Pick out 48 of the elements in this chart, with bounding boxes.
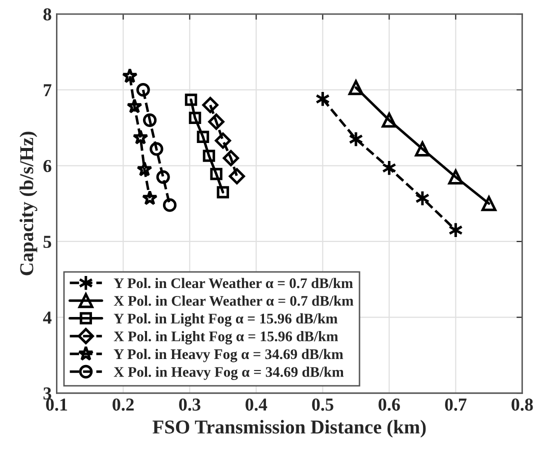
point <box>196 130 210 143</box>
legend-label: Y Pol. in Clear Weather α = 0.7 dB/km <box>114 278 353 288</box>
point <box>184 94 198 106</box>
x-tick-label: 0.2 <box>112 398 134 411</box>
point <box>348 80 364 96</box>
y-tick-label: 4 <box>43 312 52 324</box>
legend-label: Y Pol. in Light Fog α = 15.96 dB/km <box>114 313 338 327</box>
legend-label: X Pol. in Heavy Fog α = 34.69 dB/km <box>114 366 344 380</box>
x-tick-label: 0.6 <box>378 398 400 411</box>
point <box>222 150 240 166</box>
point <box>136 161 152 176</box>
point <box>142 113 157 127</box>
y-tick-label: 8 <box>43 8 52 20</box>
x-tick-label: 0.4 <box>246 398 268 411</box>
point <box>162 198 177 212</box>
point <box>210 168 222 180</box>
y-tick-label: 3 <box>43 387 52 400</box>
y-tick-label: 6 <box>43 160 52 172</box>
point <box>382 112 397 128</box>
point <box>122 68 138 84</box>
legend-label: X Pol. in Clear Weather α = 0.7 dB/km <box>114 296 354 306</box>
point <box>156 170 170 184</box>
point <box>414 141 430 156</box>
point <box>214 132 232 149</box>
legend-label: X Pol. in Light Fog α = 15.96 dB/km <box>114 331 338 344</box>
point <box>481 196 496 212</box>
legend-label: Y Pol. in Heavy Fog α = 34.69 dB/km <box>114 348 344 362</box>
point <box>202 96 218 114</box>
y-tick-label: 5 <box>44 236 52 248</box>
x-tick-label: 0.1 <box>46 398 68 411</box>
point <box>228 168 246 184</box>
x-tick-label: 0.8 <box>512 398 533 411</box>
y-tick-label: 7 <box>44 84 52 96</box>
x-tick-label: 0.3 <box>179 398 200 411</box>
point <box>448 170 464 185</box>
y-axis-title: Capacity (b/s/Hz) <box>20 132 38 276</box>
point <box>142 190 158 206</box>
point <box>208 114 224 130</box>
x-axis-title: FSO Transmission Distance (km) <box>152 420 426 438</box>
point <box>132 129 148 144</box>
point <box>150 142 164 156</box>
point <box>136 83 150 97</box>
x-tick-label: 0.7 <box>445 398 467 411</box>
point <box>202 150 216 162</box>
point <box>188 112 202 124</box>
x-tick-label: 0.5 <box>312 398 334 411</box>
point <box>216 186 230 198</box>
point <box>126 98 142 114</box>
